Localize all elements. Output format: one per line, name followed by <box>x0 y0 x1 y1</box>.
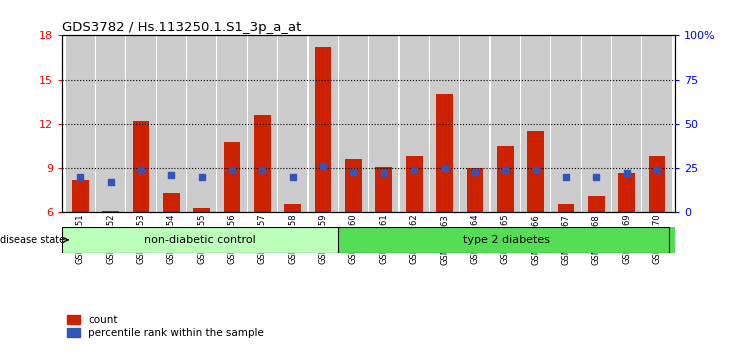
Point <box>166 172 177 178</box>
Bar <box>497 146 514 212</box>
Bar <box>588 196 604 212</box>
Bar <box>375 167 392 212</box>
Bar <box>345 159 362 212</box>
Bar <box>521 35 550 212</box>
Bar <box>315 47 331 212</box>
Text: non-diabetic control: non-diabetic control <box>145 235 256 245</box>
Text: disease state: disease state <box>0 235 68 245</box>
Bar <box>491 35 520 212</box>
Bar <box>223 142 240 212</box>
Bar <box>399 35 429 212</box>
Bar <box>133 121 150 212</box>
Bar <box>187 35 216 212</box>
Text: type 2 diabetes: type 2 diabetes <box>464 235 550 245</box>
Point <box>347 169 359 175</box>
Point <box>256 167 268 173</box>
Point <box>591 174 602 180</box>
Point <box>469 169 481 175</box>
Bar <box>96 35 125 212</box>
Bar <box>193 208 210 212</box>
Bar <box>369 35 399 212</box>
Point <box>135 167 147 173</box>
Bar <box>163 193 180 212</box>
Bar <box>642 35 672 212</box>
Bar <box>254 115 271 212</box>
Bar <box>309 35 338 212</box>
Point <box>439 165 450 171</box>
Bar <box>461 35 490 212</box>
Bar <box>157 35 186 212</box>
Point <box>105 179 117 185</box>
Bar <box>285 204 301 212</box>
Point <box>378 171 390 176</box>
Point <box>620 171 632 176</box>
Point <box>651 167 663 173</box>
Bar <box>466 168 483 212</box>
Bar <box>247 35 277 212</box>
Bar <box>102 211 119 212</box>
Bar <box>437 95 453 212</box>
Bar <box>406 156 423 212</box>
Point <box>196 174 207 180</box>
Bar <box>551 35 580 212</box>
Point <box>408 167 420 173</box>
Bar <box>278 35 307 212</box>
Point <box>560 174 572 180</box>
Point <box>499 167 511 173</box>
Bar <box>527 131 544 212</box>
Point <box>530 167 542 173</box>
Bar <box>582 35 611 212</box>
Bar <box>126 35 155 212</box>
Bar <box>430 35 459 212</box>
Bar <box>338 227 675 253</box>
Legend: count, percentile rank within the sample: count, percentile rank within the sample <box>67 315 264 338</box>
Bar <box>218 35 247 212</box>
Bar <box>62 227 338 253</box>
Bar <box>649 156 665 212</box>
Point <box>287 174 299 180</box>
Bar <box>558 204 575 212</box>
Bar <box>72 180 88 212</box>
Bar <box>612 35 641 212</box>
Point <box>226 167 238 173</box>
Bar <box>618 173 635 212</box>
Point <box>318 164 329 169</box>
Bar <box>339 35 368 212</box>
Text: GDS3782 / Hs.113250.1.S1_3p_a_at: GDS3782 / Hs.113250.1.S1_3p_a_at <box>62 21 301 34</box>
Point <box>74 174 86 180</box>
Bar <box>66 35 95 212</box>
